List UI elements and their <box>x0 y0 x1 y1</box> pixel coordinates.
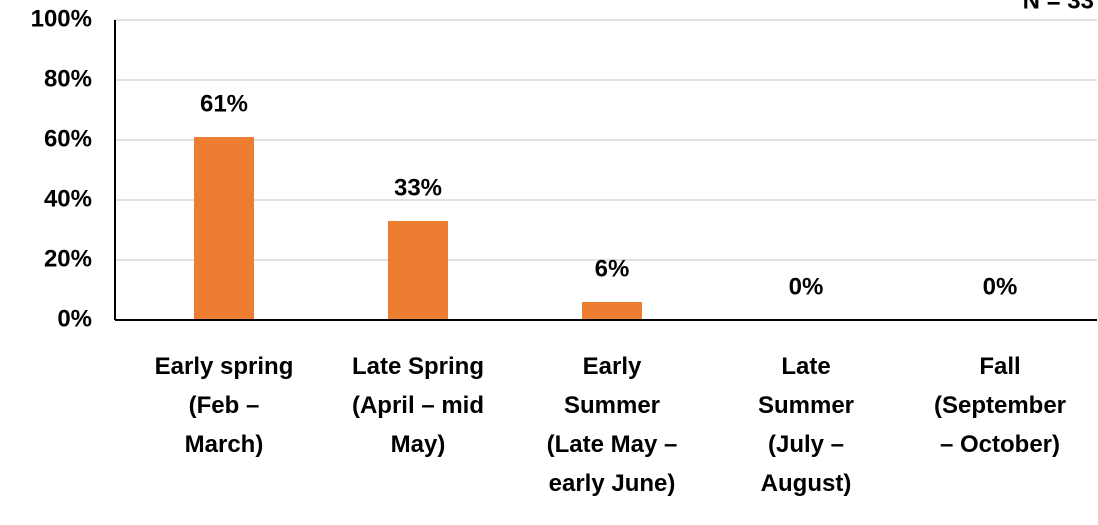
data-label: 33% <box>394 174 442 201</box>
x-tick-label: Fall (September – October) <box>933 353 1067 458</box>
bar <box>388 221 448 320</box>
y-tick-label: 0% <box>57 305 92 332</box>
y-tick-label: 60% <box>44 125 92 152</box>
data-label: 61% <box>200 90 248 117</box>
x-tick-label: Late Spring (April – mid May) <box>351 353 484 458</box>
bar <box>194 137 254 320</box>
y-tick-label: 20% <box>44 245 92 272</box>
x-tick-label: Late Summer (July – August) <box>757 353 855 497</box>
y-tick-label: 100% <box>31 5 92 32</box>
x-tick-label: Early spring (Feb – March) <box>154 353 294 458</box>
data-label: 0% <box>789 273 824 300</box>
y-tick-label: 80% <box>44 65 92 92</box>
data-label: 0% <box>983 273 1018 300</box>
y-tick-label: 40% <box>44 185 92 212</box>
x-tick-label: Early Summer (Late May – early June) <box>546 353 678 497</box>
bar <box>582 302 642 320</box>
annotation: N = 33 <box>1023 0 1094 14</box>
data-label: 6% <box>595 255 630 282</box>
